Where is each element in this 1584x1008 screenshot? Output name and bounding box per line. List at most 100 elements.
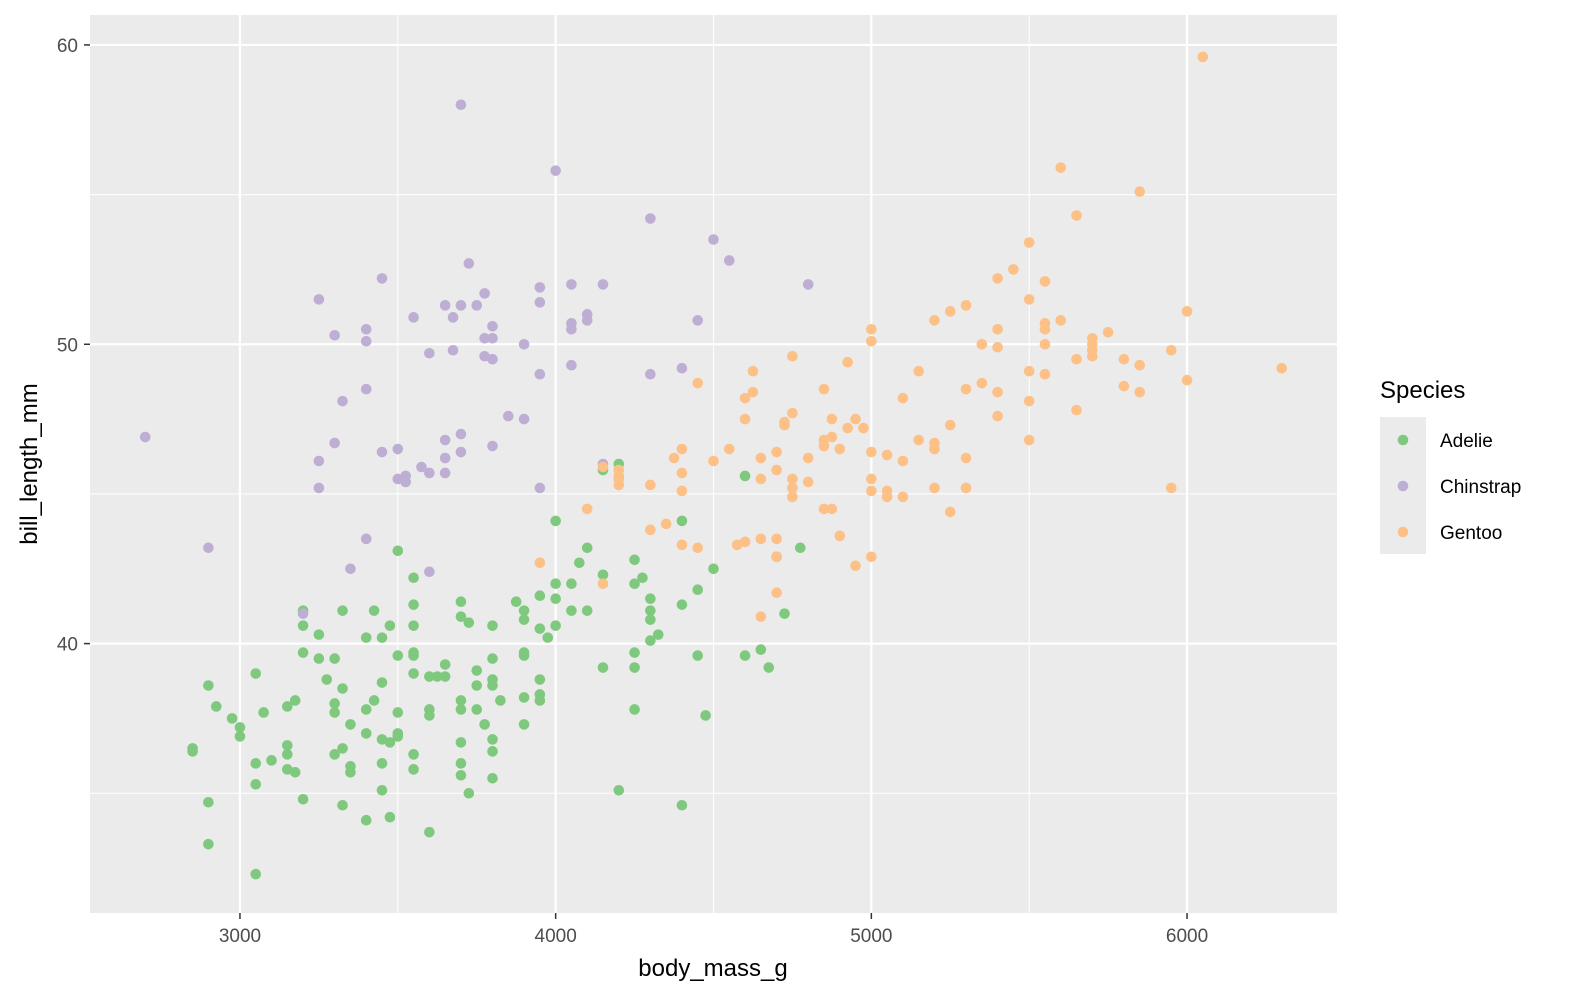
data-point-gentoo [771,587,782,599]
data-point-adelie [266,755,277,766]
data-point-chinstrap [439,467,451,479]
data-point-adelie [479,719,490,730]
data-point-gentoo [818,383,830,395]
data-point-adelie [550,578,561,590]
data-point-chinstrap [337,395,348,407]
data-point-adelie [795,542,806,554]
data-point-adelie [629,554,640,566]
legend-key-gentoo [1397,526,1409,538]
data-point-adelie [345,767,356,778]
data-point-adelie [487,734,498,745]
data-point-gentoo [1102,326,1114,338]
data-point-gentoo [676,443,688,455]
data-point-adelie [282,749,293,760]
data-point-gentoo [755,611,767,622]
data-point-gentoo [1039,338,1051,350]
data-point-adelie [645,614,656,625]
data-point-adelie [408,668,419,679]
data-point-adelie [376,677,388,688]
major-grid [90,15,1337,913]
data-point-adelie [637,572,648,584]
y-axis: 40 50 60 [57,36,90,656]
data-point-gentoo [826,413,838,425]
data-point-adelie [518,692,530,703]
data-point-adelie [629,647,640,658]
data-point-gentoo [897,392,909,404]
data-point-adelie [337,799,348,811]
data-point-adelie [424,671,435,682]
data-point-adelie [313,629,325,640]
data-point-gentoo [802,452,814,464]
data-point-adelie [282,701,293,712]
legend-label-chinstrap: Chinstrap [1440,477,1521,498]
data-point-adelie [234,731,246,742]
data-point-gentoo [597,578,609,590]
data-point-adelie [384,811,396,823]
data-point-gentoo [645,479,656,491]
data-point-adelie [337,743,348,754]
data-point-gentoo [597,461,609,473]
data-point-gentoo [676,539,688,551]
data-point-gentoo [992,341,1003,353]
data-point-gentoo [881,449,893,461]
data-point-chinstrap [360,335,372,347]
data-point-chinstrap [518,413,530,425]
data-point-adelie [755,644,767,655]
data-point-gentoo [802,476,814,488]
data-point-gentoo [1023,434,1035,446]
data-point-chinstrap [581,315,593,326]
data-point-adelie [408,749,419,760]
data-point-gentoo [1087,350,1098,362]
data-point-adelie [360,704,372,715]
data-point-chinstrap [502,410,514,422]
data-point-adelie [289,767,301,778]
data-point-adelie [645,593,656,604]
data-point-adelie [455,758,467,769]
data-point-adelie [384,620,396,631]
data-point-adelie [250,668,262,679]
data-point-adelie [597,662,609,673]
data-point-gentoo [1039,276,1051,287]
data-point-adelie [645,635,656,646]
data-point-adelie [392,650,404,661]
data-point-adelie [392,545,404,557]
data-point-gentoo [834,443,846,455]
data-point-chinstrap [416,461,427,473]
data-point-adelie [210,701,222,712]
data-point-gentoo [866,551,877,563]
data-point-adelie [692,650,704,661]
data-point-adelie [692,584,704,596]
data-point-adelie [534,695,546,706]
data-point-gentoo [660,518,672,530]
data-point-gentoo [992,273,1003,284]
data-point-gentoo [771,446,782,458]
data-point-adelie [471,704,483,715]
data-point-chinstrap [479,288,490,299]
data-point-chinstrap [447,344,459,356]
data-point-gentoo [1023,237,1035,248]
y-tick-label: 60 [57,36,78,57]
data-point-adelie [708,563,719,575]
data-point-adelie [337,683,348,694]
data-point-gentoo [944,419,956,431]
data-point-gentoo [858,422,869,434]
data-point-adelie [345,719,356,730]
data-point-gentoo [866,324,877,335]
data-point-adelie [629,578,640,590]
data-point-gentoo [755,533,767,545]
data-point-gentoo [897,491,909,503]
legend-key-chinstrap [1397,480,1409,492]
data-point-gentoo [960,452,972,464]
data-point-gentoo [1071,210,1082,221]
data-point-chinstrap [566,359,577,371]
legend-label-gentoo: Gentoo [1440,523,1502,544]
data-point-chinstrap [313,294,325,305]
data-point-chinstrap [550,165,561,176]
data-point-gentoo [850,560,861,572]
data-point-chinstrap [139,431,151,443]
x-tick-label: 5000 [850,926,892,947]
data-point-gentoo [866,446,877,458]
data-point-adelie [645,605,656,616]
data-point-gentoo [1039,368,1051,380]
data-point-gentoo [976,338,988,350]
